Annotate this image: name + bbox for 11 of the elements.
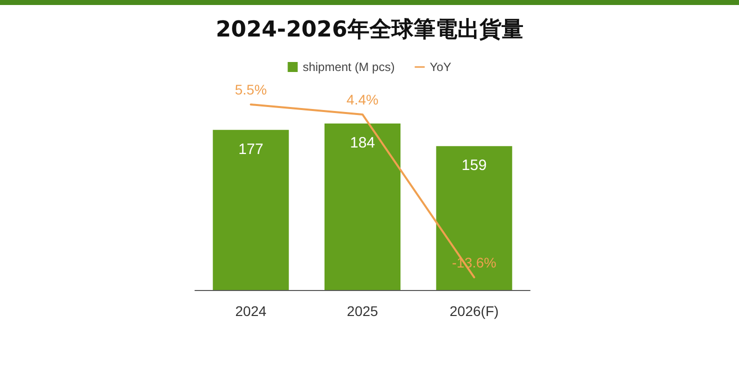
data-label: 159 bbox=[462, 157, 487, 174]
data-label: 5.5% bbox=[234, 82, 267, 98]
legend-label: YoY bbox=[430, 60, 452, 74]
x-tick-label: 2025 bbox=[346, 303, 378, 319]
data-label: 4.4% bbox=[346, 91, 378, 108]
data-label: 177 bbox=[238, 140, 264, 158]
chart-title: 2024-2026年全球筆電出貨量 bbox=[216, 18, 524, 42]
data-label: 184 bbox=[350, 134, 376, 152]
x-tick-label: 2026(F) bbox=[450, 303, 499, 319]
x-tick-label: 2024 bbox=[235, 303, 267, 319]
legend-label: shipment (M pcs) bbox=[302, 60, 395, 74]
